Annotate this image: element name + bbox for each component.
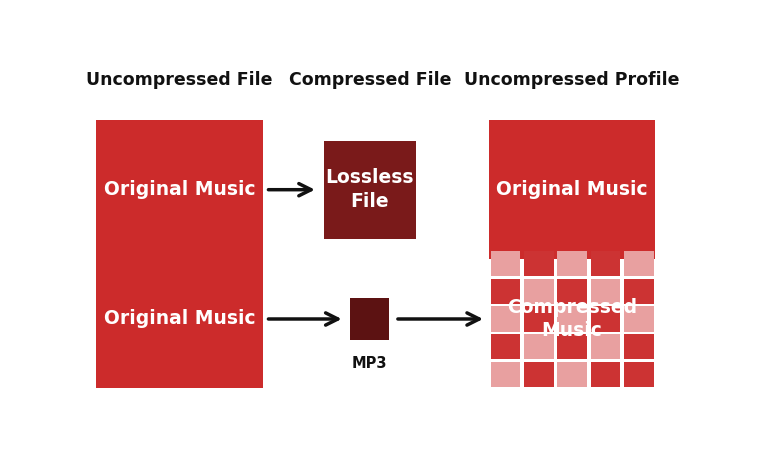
FancyBboxPatch shape — [558, 306, 587, 332]
FancyBboxPatch shape — [591, 361, 621, 387]
FancyBboxPatch shape — [96, 250, 263, 388]
FancyBboxPatch shape — [524, 361, 554, 387]
Text: Compressed
Music: Compressed Music — [507, 298, 637, 340]
FancyBboxPatch shape — [591, 306, 621, 332]
FancyBboxPatch shape — [489, 121, 656, 259]
Text: Lossless
File: Lossless File — [326, 168, 414, 211]
Text: Original Music: Original Music — [104, 180, 255, 199]
FancyBboxPatch shape — [591, 251, 621, 276]
FancyBboxPatch shape — [323, 140, 416, 239]
Text: Uncompressed Profile: Uncompressed Profile — [465, 71, 680, 89]
FancyBboxPatch shape — [524, 334, 554, 359]
FancyBboxPatch shape — [624, 306, 654, 332]
FancyBboxPatch shape — [624, 251, 654, 276]
FancyBboxPatch shape — [591, 279, 621, 304]
FancyBboxPatch shape — [491, 279, 521, 304]
FancyBboxPatch shape — [524, 279, 554, 304]
FancyBboxPatch shape — [624, 361, 654, 387]
Text: Original Music: Original Music — [496, 180, 648, 199]
FancyBboxPatch shape — [558, 361, 587, 387]
FancyBboxPatch shape — [624, 279, 654, 304]
FancyBboxPatch shape — [350, 298, 389, 340]
Text: Original Music: Original Music — [104, 309, 255, 328]
FancyBboxPatch shape — [558, 334, 587, 359]
FancyBboxPatch shape — [558, 251, 587, 276]
FancyBboxPatch shape — [524, 251, 554, 276]
FancyBboxPatch shape — [591, 334, 621, 359]
FancyBboxPatch shape — [524, 306, 554, 332]
FancyBboxPatch shape — [491, 306, 521, 332]
Text: MP3: MP3 — [352, 356, 388, 371]
Text: Uncompressed File: Uncompressed File — [86, 71, 273, 89]
FancyBboxPatch shape — [558, 279, 587, 304]
Text: Compressed File: Compressed File — [289, 71, 451, 89]
FancyBboxPatch shape — [491, 361, 521, 387]
FancyBboxPatch shape — [491, 334, 521, 359]
FancyBboxPatch shape — [96, 121, 263, 259]
FancyBboxPatch shape — [491, 251, 521, 276]
FancyBboxPatch shape — [624, 334, 654, 359]
